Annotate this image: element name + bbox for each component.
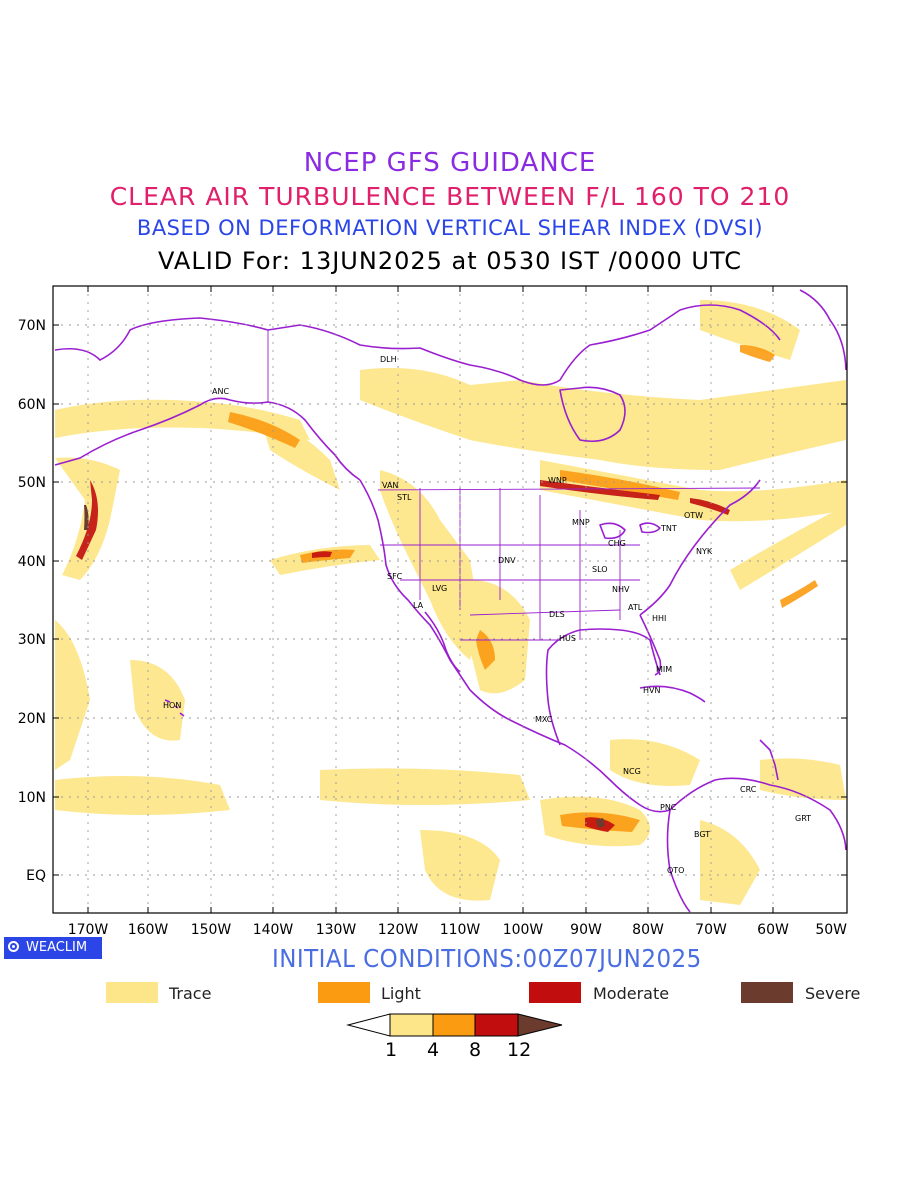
map-frame [52,285,848,914]
legend-label-light: Light [381,984,421,1003]
legend-swatch-moderate [529,982,581,1003]
colorbar-tick-1: 1 [385,1039,398,1061]
station-la: LA [413,601,424,610]
station-otw: OTW [684,511,703,520]
station-nhv: NHV [612,585,630,594]
station-pnc: PNC [660,803,677,812]
lon-label: 160W [128,922,169,938]
station-sfc: SFC [387,572,403,581]
initial-conditions: INITIAL CONDITIONS:00Z07JUN2025 [272,944,702,973]
longitude-labels: 170W 160W 150W 140W 130W 120W 110W 100W 90W 80W 70… [68,922,847,938]
lat-label: 40N [18,554,46,570]
lat-label: 10N [18,790,46,806]
colorbar-tick-8: 8 [469,1039,482,1061]
lon-label: 130W [316,922,357,938]
lon-label: 170W [68,922,109,938]
station-wnp: WNP [548,476,567,485]
station-stl: STL [397,493,412,502]
station-bgt: BGT [694,830,710,839]
lon-label: 120W [378,922,419,938]
turbulence-shading [55,300,846,905]
latitude-labels: 70N 60N 50N 40N 30N 20N 10N EQ [18,318,46,884]
station-slo: SLO [592,565,608,574]
station-lvg: LVG [432,584,447,593]
lat-label: 60N [18,397,46,413]
lon-label: 70W [695,922,727,938]
lon-label: 50W [815,922,847,938]
weaclim-logo-icon [8,941,19,952]
lon-label: 100W [503,922,544,938]
station-dnv: DNV [498,556,516,565]
station-anc: ANC [212,387,229,396]
colorbar-tick-12: 12 [507,1039,532,1061]
station-chg: CHG [608,539,626,548]
station-qto: QTO [667,866,684,875]
station-dlh: DLH [380,355,397,364]
lon-label: 90W [570,922,602,938]
station-hus: HUS [559,634,576,643]
legend-label-moderate: Moderate [593,984,670,1003]
state-borders [267,330,761,641]
station-van: VAN [382,481,398,490]
station-grt: GRT [795,814,811,823]
legend-swatch-severe [741,982,793,1003]
legend-label-trace: Trace [169,984,212,1003]
station-nyk: NYK [696,547,713,556]
weaclim-badge: WEACLIM [4,937,102,959]
legend-swatch-light [318,982,370,1003]
valid-time: VALID For: 13JUN2025 at 0530 IST /0000 U… [158,247,742,275]
legend-label-severe: Severe [805,984,861,1003]
station-tnt: TNT [660,524,677,533]
station-mim: MIM [656,665,672,674]
coastlines [54,289,847,913]
colorbar-tick-4: 4 [427,1039,440,1061]
lon-label: 150W [191,922,232,938]
lat-label: 20N [18,711,46,727]
lon-label: 110W [440,922,481,938]
station-ncg: NCG [623,767,641,776]
chart-title-guidance: NCEP GFS GUIDANCE [303,148,597,178]
station-labels: ANC DLH VAN STL WNP OTW MNP TNT NYK CHG DNV SFC LVG L… [163,355,811,875]
station-mxc: MXC [535,715,553,724]
chart-subtitle-index: BASED ON DEFORMATION VERTICAL SHEAR INDE… [136,216,764,240]
chart-title-turbulence: CLEAR AIR TURBULENCE BETWEEN F/L 160 TO … [109,182,791,211]
station-hvn: HVN [643,686,660,695]
lat-label: 30N [18,632,46,648]
axis-ticks [53,286,848,913]
lon-label: 140W [253,922,294,938]
station-hon: HON [163,701,181,710]
station-crc: CRC [740,785,757,794]
station-dls: DLS [549,610,565,619]
lat-label: 50N [18,475,46,491]
lon-label: 80W [632,922,664,938]
station-mnp: MNP [572,518,590,527]
legend-swatch-trace [106,982,158,1003]
station-hhi: HHI [652,614,666,623]
weaclim-label: WEACLIM [26,940,88,955]
graticule [53,286,847,913]
lon-label: 60W [757,922,789,938]
station-atl: ATL [628,603,643,612]
lat-label: EQ [26,868,46,884]
lat-label: 70N [18,318,46,334]
